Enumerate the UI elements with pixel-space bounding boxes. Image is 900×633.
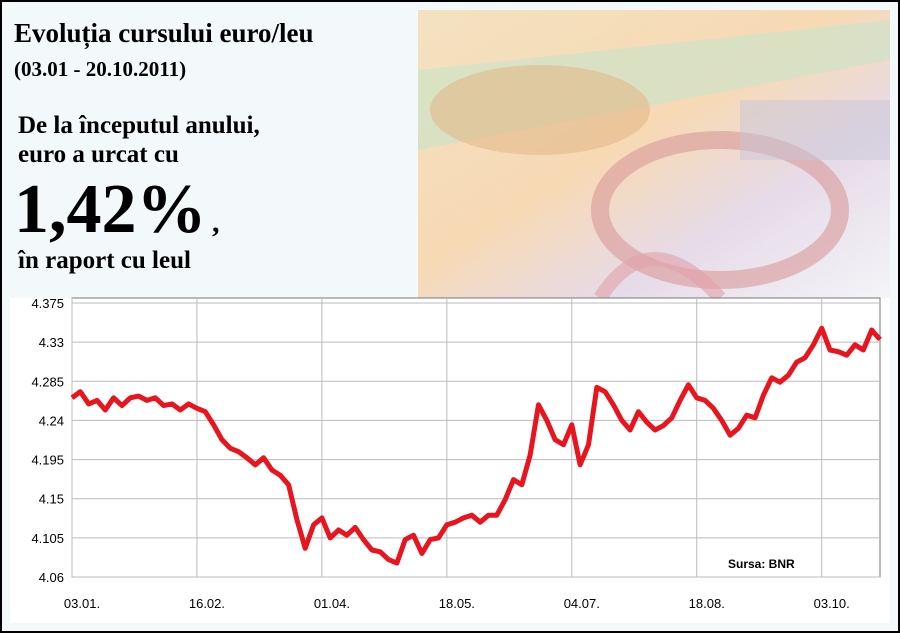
y-tick-label: 4.24 — [39, 413, 64, 428]
text-line: De la începutul anului, — [18, 112, 260, 139]
y-tick-label: 4.375 — [31, 296, 64, 311]
x-tick-label: 18.05. — [439, 596, 475, 611]
period: (03.01 - 20.10.2011) — [14, 57, 186, 81]
chart-background — [10, 298, 890, 623]
text-line: în raport cu leul — [17, 247, 191, 274]
x-tick-label: 03.01. — [64, 596, 100, 611]
x-tick-label: 16.02. — [189, 596, 225, 611]
y-tick-label: 4.285 — [31, 374, 64, 389]
y-tick-label: 4.06 — [39, 570, 64, 585]
line-series — [70, 325, 882, 566]
title: Evoluția cursului euro/leu — [14, 18, 314, 49]
y-tick-label: 4.105 — [31, 531, 64, 546]
highlight: 1,42% — [14, 171, 207, 248]
text-line: euro a urcat cu — [18, 141, 179, 168]
highlight-suffix: , — [212, 206, 220, 239]
y-tick-label: 4.195 — [31, 453, 64, 468]
source: Sursa: BNR — [728, 557, 795, 571]
x-tick-label: 03.10. — [814, 596, 850, 611]
y-tick-label: 4.33 — [39, 335, 64, 350]
plot: 4.06 4.105 4.15 4.195 4.24 4.285 4.33 4.375 03.0… — [31, 296, 882, 611]
y-tick-label: 4.15 — [39, 492, 64, 507]
x-tick-label: 04.07. — [564, 596, 600, 611]
x-tick-label: 18.08. — [689, 596, 725, 611]
banknote-photo — [418, 10, 890, 303]
x-tick-label: 01.04. — [314, 596, 350, 611]
